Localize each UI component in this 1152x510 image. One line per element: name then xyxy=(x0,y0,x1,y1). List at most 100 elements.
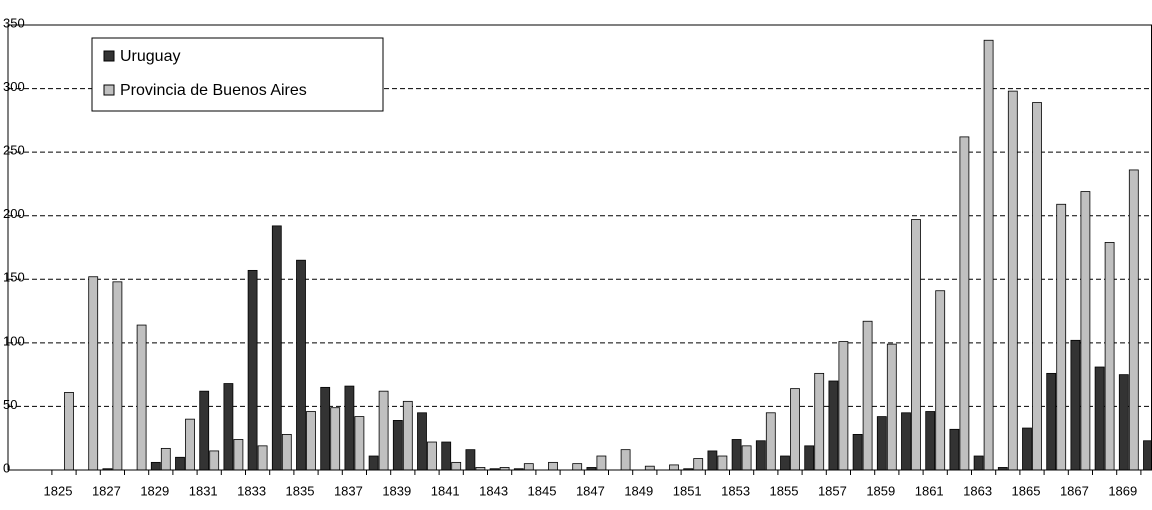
bar xyxy=(741,445,752,471)
bar xyxy=(755,440,766,471)
bar xyxy=(417,412,427,471)
x-tick-label: 1849 xyxy=(624,483,653,498)
bar xyxy=(354,416,365,471)
bar xyxy=(790,388,800,471)
bar xyxy=(296,259,306,471)
y-tick-label: 250 xyxy=(3,143,25,158)
bar xyxy=(427,441,437,471)
bar xyxy=(64,392,74,471)
y-tick-label: 200 xyxy=(3,206,25,221)
bar xyxy=(378,390,389,471)
bar xyxy=(852,433,863,471)
bar xyxy=(150,461,161,471)
y-tick-label: 0 xyxy=(3,460,10,475)
grid xyxy=(8,88,1152,407)
bar xyxy=(209,450,220,471)
bar xyxy=(88,276,99,471)
bar xyxy=(1128,169,1139,471)
bar xyxy=(223,383,234,471)
bar xyxy=(281,433,292,471)
bar xyxy=(233,439,244,471)
bar xyxy=(804,445,815,471)
x-tick-label: 1867 xyxy=(1060,483,1089,498)
bar xyxy=(707,450,718,471)
x-tick-label: 1861 xyxy=(915,483,944,498)
bar xyxy=(862,320,873,471)
bar xyxy=(911,219,921,471)
legend-swatch xyxy=(103,50,115,62)
bar xyxy=(925,411,936,471)
legend-label: Uruguay xyxy=(120,48,180,65)
bar xyxy=(1032,102,1042,471)
x-tick-label: 1863 xyxy=(963,483,992,498)
bar xyxy=(160,447,171,471)
bar xyxy=(136,324,147,471)
x-tick-label: 1837 xyxy=(334,483,363,498)
bar xyxy=(1080,191,1091,471)
legend-box xyxy=(91,37,384,112)
bar xyxy=(1022,427,1032,471)
bar xyxy=(693,458,704,471)
bar xyxy=(451,461,462,471)
x-tick-label: 1827 xyxy=(92,483,121,498)
bar xyxy=(1007,90,1018,471)
x-tick-label: 1833 xyxy=(237,483,266,498)
bar xyxy=(199,390,210,471)
x-tick-label: 1829 xyxy=(140,483,169,498)
bar xyxy=(1094,366,1105,471)
bar xyxy=(901,412,911,471)
bar xyxy=(828,380,839,471)
x-tick-label: 1853 xyxy=(721,483,750,498)
bar xyxy=(596,455,607,471)
bar xyxy=(959,136,970,471)
bar xyxy=(330,407,341,471)
bar xyxy=(983,39,994,471)
x-tick-label: 1841 xyxy=(431,483,460,498)
bar xyxy=(1104,242,1115,471)
y-tick-label: 100 xyxy=(3,333,25,348)
legend: Uruguay Provincia de Buenos Aires xyxy=(91,37,384,112)
bar xyxy=(973,455,984,471)
legend-swatch xyxy=(103,84,115,96)
bar xyxy=(1070,339,1081,471)
bars xyxy=(64,39,1152,471)
bar xyxy=(368,455,379,471)
bar xyxy=(1056,203,1067,471)
x-tick-label: 1865 xyxy=(1012,483,1041,498)
bar xyxy=(185,418,195,471)
bar xyxy=(814,372,825,471)
x-tick-label: 1857 xyxy=(818,483,847,498)
bar xyxy=(392,420,403,471)
bar xyxy=(780,455,790,471)
bar xyxy=(271,225,282,471)
bar xyxy=(320,386,331,471)
bar xyxy=(572,463,583,471)
x-tick-label: 1831 xyxy=(189,483,218,498)
y-tick-label: 300 xyxy=(3,79,25,94)
bar xyxy=(1118,374,1129,471)
bar xyxy=(344,385,355,471)
bar xyxy=(876,416,887,471)
x-tick-label: 1843 xyxy=(479,483,508,498)
bar xyxy=(465,449,476,471)
bar xyxy=(620,449,631,471)
bar xyxy=(112,281,123,471)
legend-label: Provincia de Buenos Aires xyxy=(120,82,307,99)
bar xyxy=(886,343,897,471)
x-tick-label: 1855 xyxy=(770,483,799,498)
y-tick-label: 50 xyxy=(3,397,17,412)
x-tick-label: 1851 xyxy=(673,483,702,498)
bar xyxy=(1143,440,1152,471)
bar xyxy=(731,439,742,471)
x-tick-label: 1839 xyxy=(382,483,411,498)
bar xyxy=(402,400,413,471)
bar xyxy=(175,456,185,471)
x-tick-label: 1825 xyxy=(44,483,73,498)
bar xyxy=(838,341,849,471)
bar xyxy=(441,441,452,471)
x-tick-label: 1847 xyxy=(576,483,605,498)
bar xyxy=(1046,372,1057,471)
bar xyxy=(548,461,558,471)
x-tick-label: 1859 xyxy=(866,483,895,498)
